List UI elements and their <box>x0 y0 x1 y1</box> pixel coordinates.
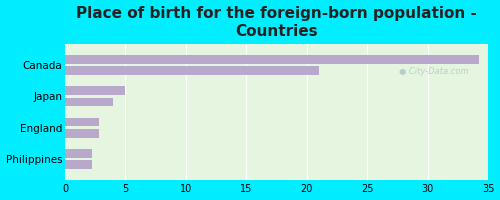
Text: ● City-Data.com: ● City-Data.com <box>400 67 469 76</box>
Bar <box>65 149 92 158</box>
Bar <box>65 66 319 75</box>
Bar <box>65 98 114 106</box>
Bar <box>65 55 478 64</box>
Bar <box>65 118 99 126</box>
Bar <box>65 86 126 95</box>
Bar <box>65 160 92 169</box>
Title: Place of birth for the foreign-born population -
Countries: Place of birth for the foreign-born popu… <box>76 6 477 39</box>
Bar <box>65 129 99 138</box>
